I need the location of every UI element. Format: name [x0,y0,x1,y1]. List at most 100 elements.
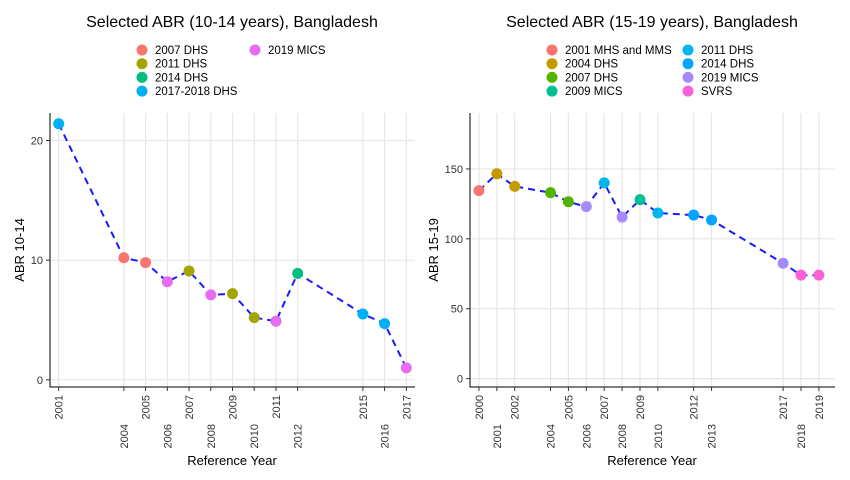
legend-item: 2007 DHS [546,71,618,84]
data-point [562,196,574,208]
x-tick-label: 2009 [228,395,240,419]
legend-item: 2014 DHS [136,71,208,84]
data-point [580,201,592,213]
chart-panel-abr-15-19: Selected ABR (15-19 years), Bangladesh 2… [426,14,835,468]
data-point [357,308,369,320]
legend-label: 2007 DHS [155,45,208,57]
legend-marker [546,85,558,97]
legend-marker [682,58,694,70]
x-tick-label: 2006 [581,424,593,448]
data-point [140,257,152,269]
legend-marker [682,85,694,97]
x-tick-label: 2004 [119,424,131,448]
x-tick-label: 2015 [358,395,370,419]
legend-marker [546,58,558,70]
x-tick-label: 2018 [796,424,808,448]
legend-label: 2014 DHS [701,59,754,71]
data-point [777,257,789,269]
legend-item: 2019 MICS [682,71,759,84]
chart-title: Selected ABR (10-14 years), Bangladesh [86,14,378,31]
legend-label: SVRS [701,86,733,98]
legend-item: 2007 DHS [136,44,208,57]
legend-item: 2001 MHS and MMS [546,44,672,57]
legend-item: 2004 DHS [546,58,618,71]
x-tick-label: 2011 [271,395,283,419]
data-point [795,269,807,281]
data-point [227,288,238,300]
y-tick-label: 0 [457,374,463,386]
x-tick-label: 2001 [54,395,66,419]
x-tick-label: 2017 [778,395,790,419]
data-point [400,362,412,374]
legend-marker [136,44,148,56]
data-point [473,185,485,197]
data-point [545,187,557,199]
y-tick-label: 50 [451,304,463,316]
x-tick-label: 2007 [599,395,611,419]
x-axis-title: Reference Year [607,453,697,468]
legend-label: 2011 DHS [701,45,754,57]
y-axis-title: ABR 10-14 [12,218,27,282]
x-tick-label: 2013 [707,424,719,448]
legend-marker [136,85,148,97]
legend-marker [546,71,558,83]
legend-label: 2001 MHS and MMS [565,45,672,57]
legend-label: 2011 DHS [155,59,208,71]
legend-label: 2009 MICS [565,86,623,98]
y-tick-label: 20 [31,136,43,148]
legend-label: 2007 DHS [565,72,618,84]
x-tick-label: 2012 [689,395,701,419]
x-tick-label: 2019 [814,395,826,419]
data-point [509,180,521,192]
legend-marker [136,71,148,83]
legend-marker [546,44,558,56]
x-tick-label: 2000 [474,395,486,419]
legend-item: 2009 MICS [546,85,623,98]
x-tick-label: 2017 [401,395,413,419]
y-tick-label: 10 [31,255,43,267]
x-axis-title: Reference Year [187,453,277,468]
legend-label: 2019 MICS [268,45,326,57]
data-point [616,211,628,223]
legend-item: 2019 MICS [249,44,326,57]
data-point [292,267,304,279]
data-point [688,209,700,221]
data-point [248,312,260,324]
data-point [183,265,195,277]
data-point [491,168,503,180]
trend-line [478,172,819,277]
legend-label: 2014 DHS [155,72,208,84]
legend-label: 2017-2018 DHS [155,86,238,98]
data-point [706,214,718,226]
x-tick-label: 2006 [162,424,174,448]
legend-label: 2019 MICS [701,72,759,84]
data-point [205,289,217,301]
chart-panel-abr-10-14: Selected ABR (10-14 years), Bangladesh 2… [12,14,415,468]
x-tick-label: 2005 [563,395,575,419]
legend-item: SVRS [682,85,733,98]
data-point [270,315,282,327]
y-tick-label: 100 [445,234,463,246]
data-point [53,118,65,130]
x-tick-label: 2002 [510,395,522,419]
y-tick-label: 0 [37,375,43,387]
x-tick-label: 2009 [635,395,647,419]
data-point [118,252,130,264]
legend-item: 2011 DHS [682,44,754,57]
y-tick-label: 150 [445,164,463,176]
x-tick-label: 2001 [492,424,504,448]
legend-marker [136,58,148,70]
data-point [652,207,664,219]
legend-item: 2017-2018 DHS [136,85,238,98]
legend-marker [682,71,694,83]
y-axis-title: ABR 15-19 [426,218,441,282]
x-tick-label: 2005 [141,395,153,419]
x-tick-label: 2012 [293,424,305,448]
x-tick-label: 2016 [380,424,392,448]
x-tick-label: 2010 [249,424,261,448]
x-tick-label: 2008 [206,424,218,448]
data-point [379,318,391,330]
